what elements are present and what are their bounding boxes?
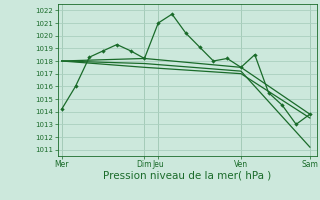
X-axis label: Pression niveau de la mer( hPa ): Pression niveau de la mer( hPa ) xyxy=(103,171,271,181)
